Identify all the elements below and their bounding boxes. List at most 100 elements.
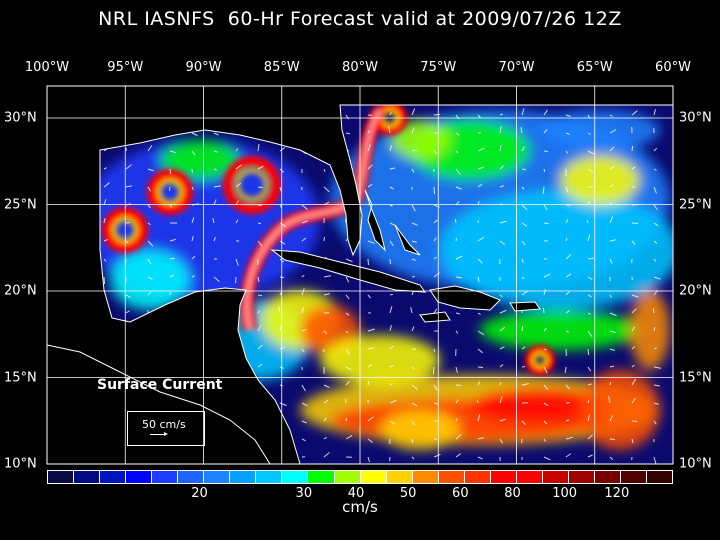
current-vector [609,258,613,264]
current-vector [609,438,616,440]
current-vector [257,186,264,189]
current-vector [301,384,306,392]
current-vector [389,112,392,116]
current-vector [455,237,457,242]
colorbar-swatch [412,471,439,483]
current-vector [455,276,462,279]
colorbar-swatch [594,471,622,483]
current-vector [169,168,172,175]
hispaniola-island [429,285,501,311]
current-vector [587,348,590,356]
current-vector [433,308,438,314]
latitude-label: 25°N [679,197,712,212]
colorbar-swatch [100,471,127,483]
current-vector [235,164,242,170]
current-vector [609,365,615,368]
current-vector [345,218,347,224]
plot-frame [46,85,674,465]
colorbar-swatch [48,471,75,483]
current-vector [521,258,524,263]
colorbar-swatch [308,471,335,483]
current-vector [301,220,308,224]
current-vector [565,291,570,296]
current-vector [389,258,391,265]
current-vector [213,168,217,171]
colorbar-swatch [74,471,101,483]
current-vector [455,384,462,386]
current-vector [389,293,394,296]
speed-blob [480,310,640,350]
current-vector [455,366,458,373]
speed-blob [160,140,240,180]
current-vector [631,240,636,246]
current-vector [653,147,658,152]
current-vector [565,238,568,242]
current-vector [411,402,418,407]
current-vector [609,312,617,317]
current-vector [301,288,305,296]
longitude-label: 95°W [107,60,144,75]
latitude-label: 10°N [4,456,37,472]
current-vector [323,293,330,296]
colorbar-swatch [204,471,231,483]
current-vector [213,185,221,188]
current-vector [565,219,569,224]
current-vector [455,418,458,422]
current-vector [631,145,634,152]
current-vector [587,330,593,338]
longitude-label: 85°W [263,60,300,75]
current-vector [652,308,655,314]
current-vector [609,330,616,333]
current-vector [301,348,305,353]
colorbar-swatch [621,471,648,483]
current-vector [476,399,479,404]
current-vector [543,289,546,296]
current-vector [411,108,416,116]
current-vector [499,113,503,116]
current-vector [411,275,416,278]
current-vector [411,384,418,390]
current-vector [389,364,394,368]
colorbar-swatch [490,471,517,483]
current-vector [543,348,547,351]
current-vector [609,294,612,298]
current-vector [477,276,480,282]
eddy-ring [525,345,555,375]
current-vector [257,222,262,225]
longitude-label: 100°W [24,60,70,75]
current-vector [631,326,636,332]
current-vector [345,366,352,371]
current-vector [323,452,330,458]
current-vector [345,435,353,440]
current-vector [521,346,526,350]
colorbar-swatch [568,471,595,483]
colorbar-tick-label: 80 [504,486,521,501]
current-vector [455,168,461,175]
current-vector [653,456,657,464]
current-vector [257,344,263,350]
current-vector [212,217,215,224]
current-vector [433,453,441,458]
current-vector [543,438,547,442]
current-vector [543,273,551,278]
current-vector [477,348,484,354]
current-vector [653,384,660,387]
colorbar-swatch [256,471,283,483]
eddy-inner-ring [532,352,548,368]
current-vector [608,396,611,404]
current-vector [411,222,418,226]
current-vector [125,164,132,170]
puerto-rico-island [509,301,541,312]
current-vector [565,453,572,458]
current-vector [213,237,216,242]
current-vector [609,456,614,461]
current-vector [455,132,460,136]
current-vector [147,240,154,247]
current-vector [323,236,326,242]
latitude-label: 20°N [4,283,37,299]
current-vector [301,328,307,332]
current-vector [257,144,260,152]
current-vector [543,402,549,407]
current-vector [565,150,569,154]
current-vector [147,276,153,280]
